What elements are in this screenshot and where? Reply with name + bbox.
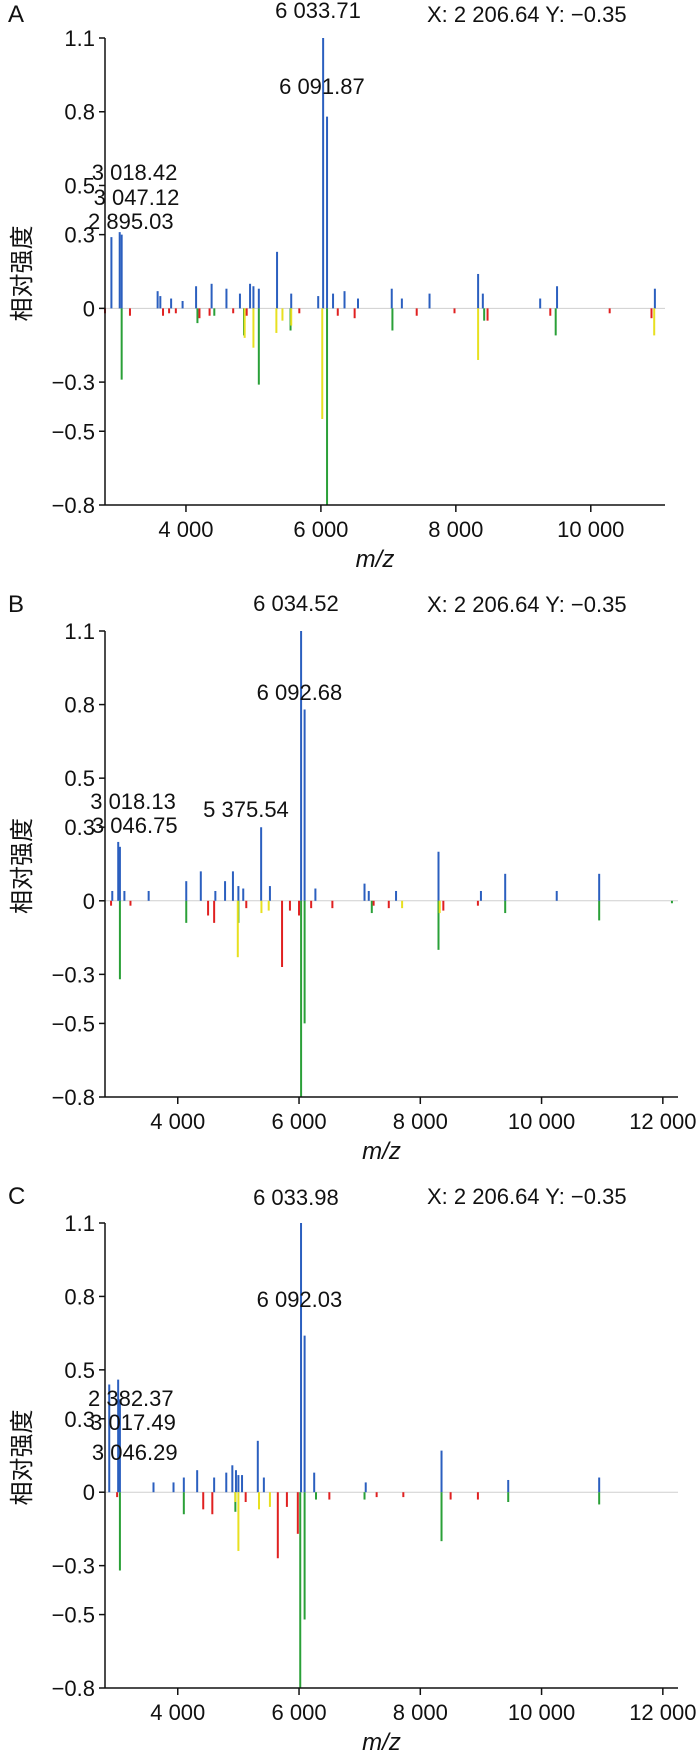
peak-label: 3 046.29: [92, 1440, 178, 1465]
x-tick-label: 8 000: [393, 1109, 448, 1134]
panel-letter: B: [8, 591, 24, 618]
peak-label: 2 895.03: [88, 209, 174, 234]
peak-label: 6 033.98: [253, 1185, 339, 1210]
y-tick-label: 0.5: [64, 173, 95, 198]
x-tick-label: 10 000: [508, 1700, 575, 1725]
x-tick-label: 4 000: [150, 1700, 205, 1725]
y-tick-label: 0.8: [64, 693, 95, 718]
coordinate-readout: X: 2 206.64 Y: −0.35: [427, 592, 627, 617]
y-axis-label: 相对强度: [9, 1410, 36, 1506]
y-tick-label: −0.5: [52, 419, 95, 444]
y-axis-label: 相对强度: [9, 226, 36, 322]
x-tick-label: 12 000: [629, 1700, 696, 1725]
peak-label: 3 047.12: [94, 185, 180, 210]
y-tick-label: −0.3: [52, 1554, 95, 1579]
y-tick-label: 1.1: [64, 1211, 95, 1236]
x-tick-label: 6 000: [272, 1109, 327, 1134]
x-tick-label: 4 000: [150, 1109, 205, 1134]
y-tick-label: 0.3: [64, 223, 95, 248]
x-axis-label: m/z: [362, 1729, 401, 1756]
y-tick-label: 0: [83, 1480, 95, 1505]
y-tick-label: −0.8: [52, 493, 95, 518]
y-tick-label: 0.8: [64, 100, 95, 125]
y-tick-label: 0.5: [64, 1358, 95, 1383]
x-tick-label: 6 000: [272, 1700, 327, 1725]
x-tick-label: 12 000: [629, 1109, 696, 1134]
panel-b: B X: 2 206.64 Y: −0.35 1.1 0.8 0.5 0.3 0 −0.3 −0…: [8, 591, 696, 1165]
panel-c: C X: 2 206.64 Y: −0.35 1.1 0.8 0.5 0.3 0 −0.3 −0…: [8, 1183, 696, 1756]
x-tick-label: 4 000: [158, 517, 213, 542]
y-tick-label: 1.1: [64, 26, 95, 51]
y-tick-label: −0.3: [52, 370, 95, 395]
peak-label: 6 092.68: [257, 680, 343, 705]
x-axis-label: m/z: [356, 546, 395, 573]
y-tick-label: 0.3: [64, 815, 95, 840]
x-tick-label: 8 000: [393, 1700, 448, 1725]
y-tick-label: −0.5: [52, 1011, 95, 1036]
y-tick-label: 0.3: [64, 1407, 95, 1432]
peak-label: 3 018.42: [92, 160, 178, 185]
coordinate-readout: X: 2 206.64 Y: −0.35: [427, 2, 627, 27]
y-tick-label: 0: [83, 296, 95, 321]
peak-label: 6 092.03: [257, 1287, 343, 1312]
panel-a: A X: 2 206.64 Y: −0.35 1.1 0.8 0.5 0.3 0 −0.3 −0…: [8, 0, 665, 573]
panel-letter: C: [8, 1183, 25, 1210]
peak-label: 6 034.52: [253, 591, 339, 616]
peak-label: 6 033.71: [275, 0, 361, 23]
peak-label: 2 382.37: [88, 1386, 174, 1411]
y-tick-label: 0.8: [64, 1284, 95, 1309]
peak-label: 6 091.87: [279, 74, 365, 99]
x-axis-label: m/z: [362, 1138, 401, 1165]
peak-label: 3 046.75: [92, 813, 178, 838]
y-tick-label: −0.8: [52, 1676, 95, 1701]
peak-label: 5 375.54: [203, 797, 289, 822]
y-tick-label: −0.5: [52, 1603, 95, 1628]
peak-label: 3 018.13: [90, 789, 176, 814]
y-tick-label: 0.5: [64, 766, 95, 791]
y-tick-label: −0.8: [52, 1085, 95, 1110]
panel-letter: A: [8, 1, 24, 28]
y-tick-label: 1.1: [64, 619, 95, 644]
y-axis-label: 相对强度: [9, 818, 36, 914]
coordinate-readout: X: 2 206.64 Y: −0.35: [427, 1184, 627, 1209]
x-tick-label: 10 000: [557, 517, 624, 542]
x-tick-label: 8 000: [428, 517, 483, 542]
x-tick-label: 6 000: [293, 517, 348, 542]
y-tick-label: 0: [83, 889, 95, 914]
peak-label: 3 017.49: [90, 1410, 176, 1435]
y-tick-label: −0.3: [52, 962, 95, 987]
x-tick-label: 10 000: [508, 1109, 575, 1134]
